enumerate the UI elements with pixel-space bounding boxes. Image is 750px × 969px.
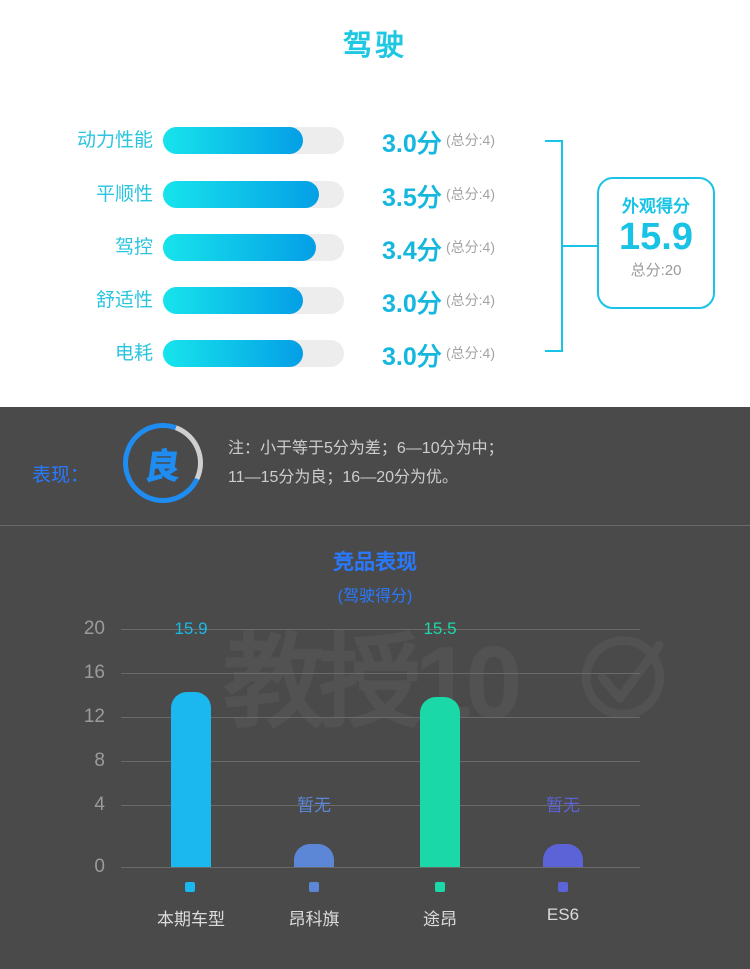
svg-text:教授10: 教授10 bbox=[223, 624, 519, 739]
